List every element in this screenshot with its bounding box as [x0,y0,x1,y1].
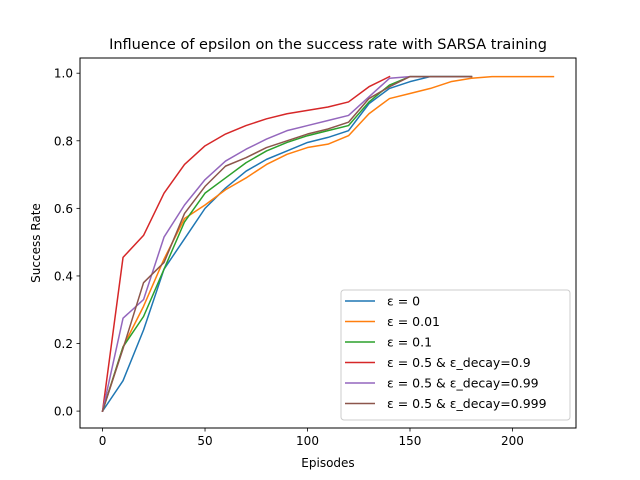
legend-label-5: ε = 0.5 & ε_decay=0.999 [387,396,547,411]
y-tick-label-2: 0.4 [54,269,73,283]
legend: ε = 0 ε = 0.01 ε = 0.1 ε = 0.5 & ε_decay=0.… [340,289,571,421]
x-tick-label-3: 150 [399,434,422,448]
legend-box [340,289,571,421]
x-axis-label: Episodes [301,456,354,470]
series-line-3 [101,75,391,412]
chart-title: Influence of epsilon on the success rate… [109,37,547,53]
plot-frame [79,57,577,429]
x-tick-label-1: 50 [197,434,212,448]
legend-label-4: ε = 0.5 & ε_decay=0.99 [387,376,539,391]
x-tick-label-4: 200 [501,434,524,448]
legend-label-0: ε = 0 [387,294,420,309]
y-tick-label-1: 0.2 [54,337,73,351]
x-tick-label-0: 0 [99,434,107,448]
y-axis-label: Success Rate [29,203,43,283]
y-tick-label-5: 1.0 [54,67,73,81]
y-tick-label-0: 0.0 [54,405,73,419]
series-line-1 [101,75,555,413]
y-tick-label-4: 0.8 [54,134,73,148]
legend-label-3: ε = 0.5 & ε_decay=0.9 [387,355,531,370]
x-tick-label-2: 100 [296,434,319,448]
y-tick-label-3: 0.6 [54,202,73,216]
series-line-5 [101,75,473,413]
legend-label-2: ε = 0.1 [387,335,432,350]
legend-label-1: ε = 0.01 [387,314,440,329]
